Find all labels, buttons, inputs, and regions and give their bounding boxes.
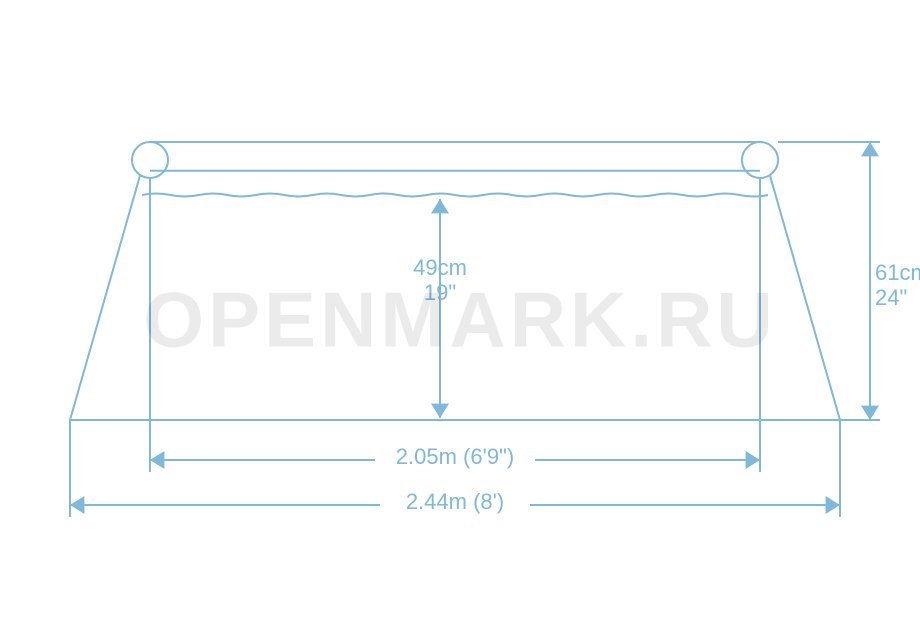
outer-width-label: 2.44m (8') [406,489,504,514]
outer-height-metric: 61cm [875,260,920,285]
inner-height-metric: 49cm [413,255,467,280]
pool-dimension-diagram: 49cm19" 61cm24" 2.05m (6'9") 2.44m (8') [0,0,920,639]
inner-width-label: 2.05m (6'9") [396,444,514,469]
inner-height-imperial: 19" [424,280,456,305]
pool-outline [132,142,778,197]
outer-height-imperial: 24" [875,285,907,310]
waterline [142,194,768,197]
